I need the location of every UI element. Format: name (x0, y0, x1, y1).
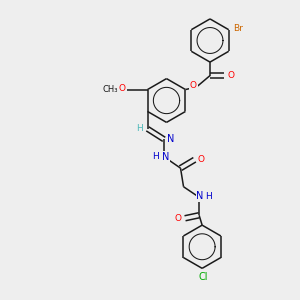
Text: N: N (196, 191, 204, 201)
Text: O: O (190, 81, 197, 90)
Text: O: O (175, 214, 182, 223)
Text: Br: Br (233, 24, 243, 33)
Text: H: H (206, 191, 212, 200)
Text: H: H (152, 152, 159, 161)
Text: CH₃: CH₃ (102, 85, 118, 94)
Text: O: O (119, 84, 126, 93)
Text: N: N (167, 134, 174, 144)
Text: Cl: Cl (199, 272, 208, 282)
Text: O: O (227, 71, 235, 80)
Text: N: N (162, 152, 170, 162)
Text: H: H (136, 124, 142, 133)
Text: O: O (197, 155, 204, 164)
